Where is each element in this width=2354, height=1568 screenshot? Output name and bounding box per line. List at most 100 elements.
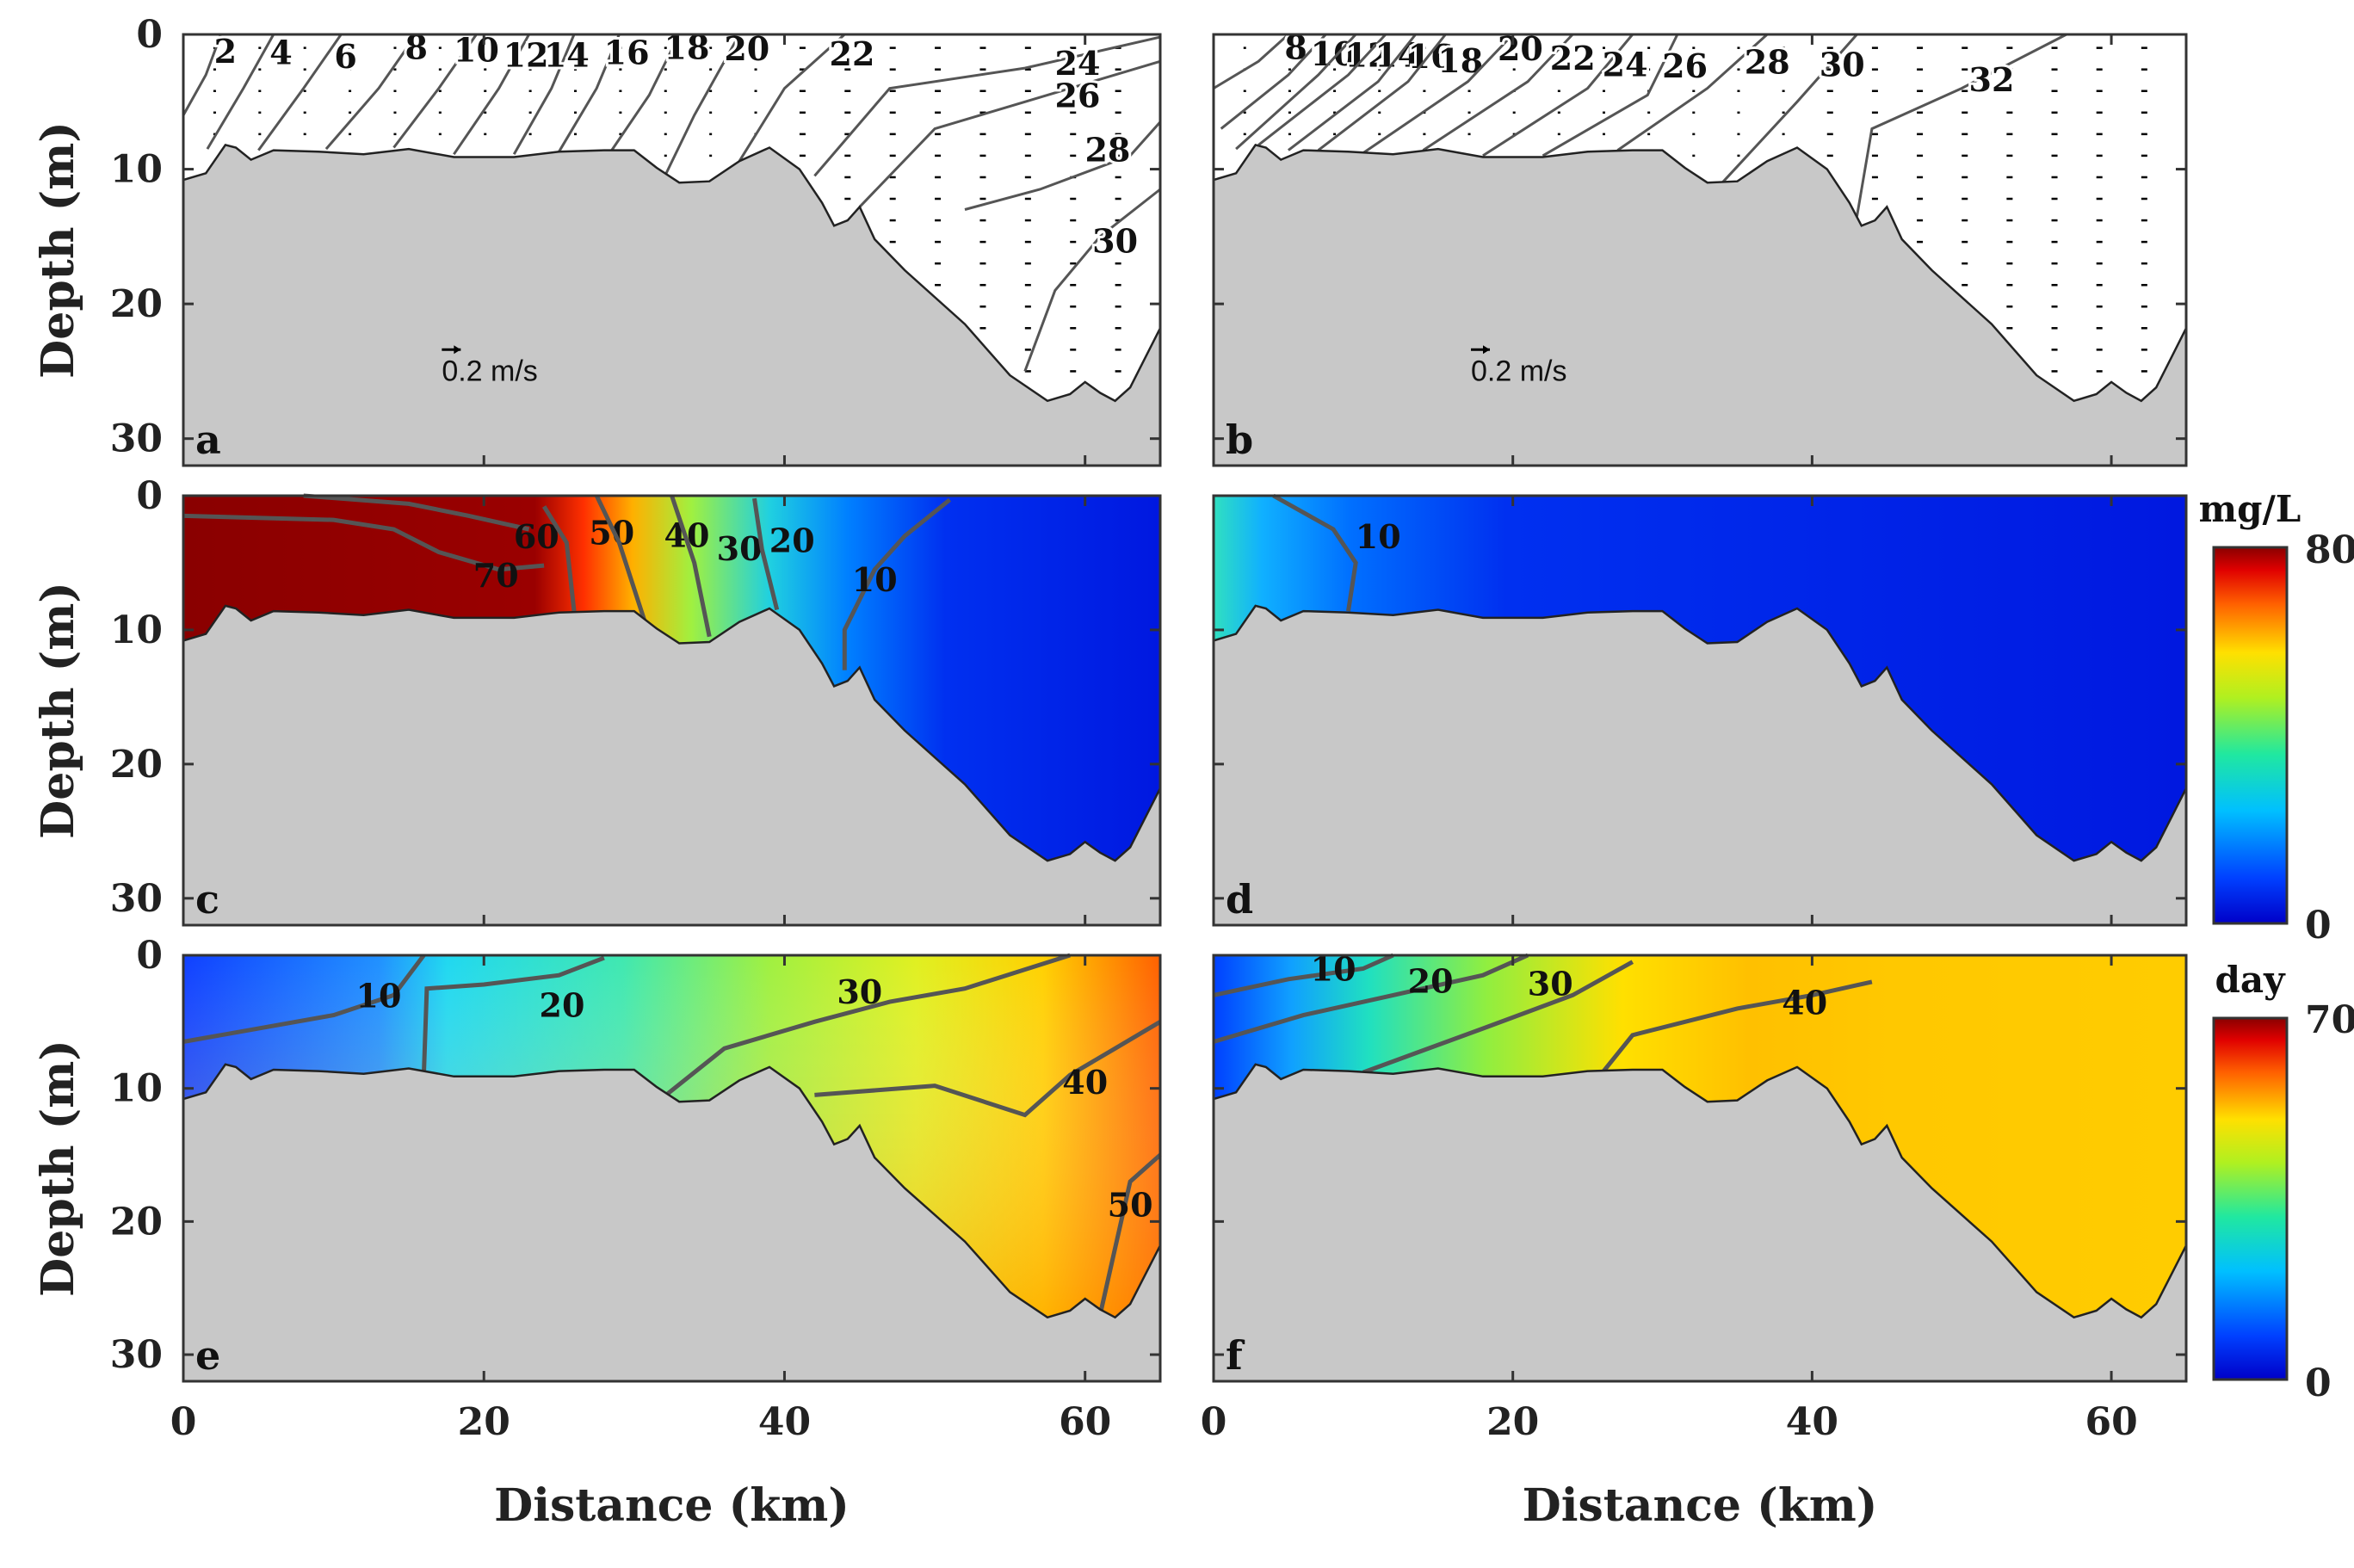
contour-label-12: 12 xyxy=(504,36,549,75)
y-tick-label: 0 xyxy=(136,13,163,57)
contour-label-2: 2 xyxy=(214,32,237,71)
velocity-scale-label: 0.2 m/s xyxy=(442,355,537,387)
x-tick-label: 20 xyxy=(1486,1400,1539,1444)
contour-line-24 xyxy=(1482,34,1634,157)
contour-line-40 xyxy=(594,494,649,627)
contour-label-22: 22 xyxy=(1550,39,1596,77)
x-tick-label: 40 xyxy=(1786,1400,1838,1444)
panel-e-field-shade xyxy=(183,955,1160,1318)
y-axis-label: Depth (m) xyxy=(32,582,84,839)
contour-line-20 xyxy=(663,34,741,178)
x-axis-label: Distance (km) xyxy=(1523,1479,1878,1532)
contour-line-10 xyxy=(1213,953,1394,997)
contour-label-30: 30 xyxy=(1528,965,1573,1003)
contour-label-26: 26 xyxy=(1055,77,1101,115)
y-tick-label: 10 xyxy=(110,1067,163,1111)
x-tick-label: 0 xyxy=(170,1400,197,1444)
contour-line-20 xyxy=(1213,953,1529,1044)
panel-b-field xyxy=(1214,34,2186,401)
panel-frame xyxy=(182,494,1162,927)
contour-line-20 xyxy=(752,497,780,611)
contour-line-26 xyxy=(858,59,1161,208)
contour-line-14 xyxy=(1257,33,1387,146)
panel-frame xyxy=(1212,494,2188,927)
panel-frame xyxy=(1212,33,2188,467)
colorbar-concentration-min: 0 xyxy=(2305,904,2332,948)
contour-line-10 xyxy=(842,497,952,670)
seabed xyxy=(1212,1063,2188,1383)
contour-label-10: 10 xyxy=(356,977,402,1015)
y-axis-label: Depth (m) xyxy=(32,1040,84,1297)
contour-label-40: 40 xyxy=(1782,983,1827,1022)
panel-a-field xyxy=(183,34,1160,401)
contour-label-28: 28 xyxy=(1084,130,1130,169)
y-tick-label: 30 xyxy=(110,877,163,921)
contour-label-4: 4 xyxy=(269,34,292,72)
contour-line-4 xyxy=(206,34,275,150)
contour-label-24: 24 xyxy=(1055,44,1101,83)
contour-label-30: 30 xyxy=(717,529,763,568)
contour-line-20 xyxy=(1362,33,1514,155)
contour-line-30 xyxy=(670,495,712,638)
contour-line-18 xyxy=(610,34,681,151)
y-tick-label: 20 xyxy=(110,1200,163,1244)
contour-label-10: 10 xyxy=(1356,517,1401,556)
panel-frame xyxy=(182,33,1162,467)
contour-label-10: 10 xyxy=(852,560,898,599)
panel-frame xyxy=(182,954,1162,1383)
colorbar-concentration-max: 80 xyxy=(2305,528,2354,572)
scale-arrow-head xyxy=(1483,345,1491,355)
seabed xyxy=(1212,143,2188,467)
contour-line-18 xyxy=(1317,34,1447,151)
contour-line-20 xyxy=(421,955,605,1076)
contour-line-30 xyxy=(1362,960,1634,1075)
scale-arrow-head xyxy=(454,345,461,355)
contour-line-12 xyxy=(453,34,530,156)
contour-label-30: 30 xyxy=(837,972,882,1011)
x-tick-label: 60 xyxy=(1059,1400,1111,1444)
contour-line-10 xyxy=(1220,33,1327,130)
panel-f-field xyxy=(1214,955,2186,1318)
contour-label-30: 30 xyxy=(1092,222,1138,261)
y-tick-label: 10 xyxy=(110,608,163,652)
y-tick-label: 20 xyxy=(110,743,163,787)
y-tick-label: 20 xyxy=(110,282,163,326)
contour-label-60: 60 xyxy=(514,517,559,556)
contour-line-14 xyxy=(512,34,576,156)
contour-line-32 xyxy=(1856,33,2067,217)
contour-line-50 xyxy=(541,505,577,612)
contour-label-50: 50 xyxy=(1108,1185,1153,1224)
panel-letter: f xyxy=(1226,1332,1245,1379)
contour-line-28 xyxy=(1616,33,1769,151)
contour-line-60 xyxy=(303,493,530,532)
contour-label-70: 70 xyxy=(473,556,519,595)
y-tick-label: 10 xyxy=(110,148,163,192)
seabed xyxy=(1212,604,2188,927)
contour-label-16: 16 xyxy=(1408,37,1454,76)
contour-label-20: 20 xyxy=(540,985,585,1024)
contour-line-30 xyxy=(1023,188,1161,372)
contour-label-14: 14 xyxy=(544,36,590,75)
panel-c-field xyxy=(183,496,1160,861)
contour-label-24: 24 xyxy=(1603,46,1648,84)
contour-label-22: 22 xyxy=(830,34,875,73)
contour-label-18: 18 xyxy=(664,28,710,66)
contour-line-10 xyxy=(392,34,478,149)
y-tick-label: 30 xyxy=(110,1333,163,1377)
seabed xyxy=(182,143,1162,467)
y-axis-label: Depth (m) xyxy=(32,121,84,379)
contour-line-26 xyxy=(1542,34,1679,157)
contour-line-10 xyxy=(1272,493,1358,612)
panel-letter: d xyxy=(1226,876,1253,923)
contour-label-50: 50 xyxy=(589,513,634,552)
contour-line-22 xyxy=(738,33,846,162)
panel-d-field xyxy=(1214,496,2186,861)
contour-line-8 xyxy=(324,34,417,151)
contour-line-30 xyxy=(663,953,1071,1098)
contour-label-40: 40 xyxy=(1062,1063,1108,1102)
colorbar-age-scale xyxy=(2212,1016,2289,1381)
